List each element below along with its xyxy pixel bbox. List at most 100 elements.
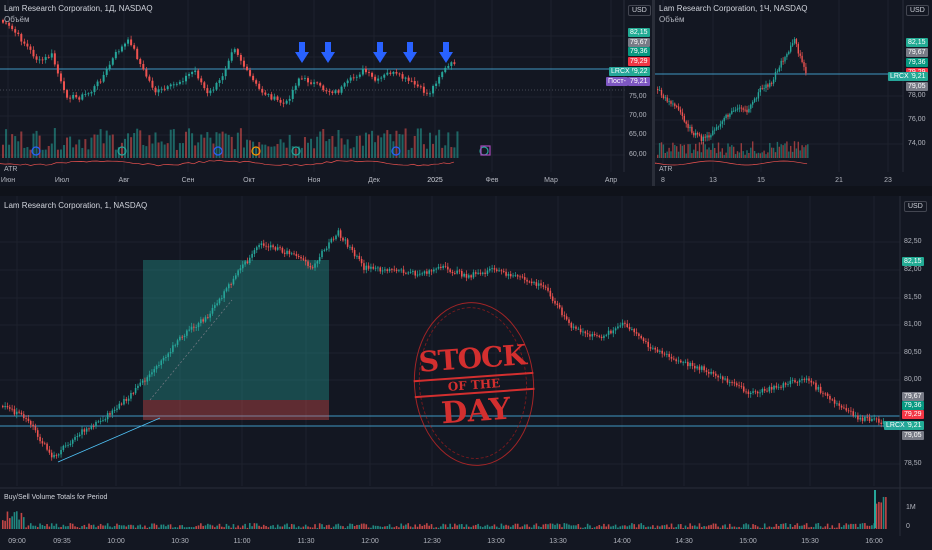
hourly-chart-pane[interactable]: Lam Research Corporation, 1Ч, NASDAQ Объ… <box>655 0 932 186</box>
daily-volume-bar <box>72 147 75 158</box>
hourly-chart-svg[interactable] <box>655 0 932 186</box>
hourly-volume-bar <box>757 152 760 158</box>
hourly-x-tick: 21 <box>835 177 843 184</box>
intraday-volume-bar <box>871 525 873 529</box>
intraday-volume-bar <box>654 527 656 529</box>
intraday-candle <box>584 331 587 334</box>
daily-volume-bar <box>206 132 209 158</box>
daily-candle <box>111 58 114 65</box>
hourly-candle <box>708 135 710 138</box>
daily-candle <box>108 64 111 69</box>
intraday-chart-pane[interactable]: Lam Research Corporation, 1, NASDAQ USD … <box>0 196 932 550</box>
daily-candle <box>133 45 136 49</box>
daily-volume-bar <box>255 146 258 158</box>
intraday-candle <box>470 275 472 278</box>
daily-volume-bar <box>197 142 200 158</box>
volume-indicator-title: Buy/Sell Volume Totals for Period <box>4 494 108 501</box>
intraday-candle <box>335 235 337 240</box>
intraday-candle <box>880 422 883 425</box>
intraday-volume-bar <box>356 524 358 529</box>
daily-volume-bar <box>404 128 407 158</box>
intraday-volume-bar <box>81 526 83 529</box>
intraday-volume-bar <box>808 527 810 529</box>
daily-volume-bar <box>447 132 450 158</box>
intraday-volume-bar <box>304 524 307 529</box>
daily-volume-bar <box>224 133 227 158</box>
intraday-candle <box>34 426 37 431</box>
intraday-candle <box>370 266 372 269</box>
intraday-candle <box>731 382 733 383</box>
daily-volume-bar <box>456 131 459 158</box>
intraday-candle <box>123 398 125 405</box>
intraday-volume-bar <box>335 524 337 529</box>
intraday-volume-bar <box>416 526 419 529</box>
hourly-candle <box>753 98 756 102</box>
intraday-candle <box>209 313 211 318</box>
intraday-volume-bar <box>766 527 768 529</box>
daily-volume-bar <box>166 143 169 158</box>
intraday-candle <box>344 239 347 241</box>
intraday-candle <box>479 272 482 274</box>
intraday-volume-bar <box>202 525 204 529</box>
daily-chart-pane[interactable]: Lam Research Corporation, 1Д, NASDAQ Объ… <box>0 0 652 186</box>
intraday-candle <box>586 333 589 335</box>
hourly-candle <box>763 88 765 89</box>
intraday-candle <box>871 418 873 421</box>
intraday-volume-bar <box>225 523 228 529</box>
intraday-candle <box>85 428 88 432</box>
hourly-volume-bar <box>769 143 771 158</box>
hourly-volume-bar <box>772 147 775 158</box>
intraday-candle <box>81 429 83 435</box>
intraday-volume-bar <box>584 527 587 529</box>
daily-candle <box>349 77 352 81</box>
daily-volume-bar <box>239 128 242 158</box>
intraday-chart-svg[interactable] <box>0 196 932 550</box>
intraday-candle <box>756 391 759 394</box>
daily-x-tick: Июл <box>54 177 70 184</box>
daily-volume-bar <box>133 133 136 158</box>
intraday-volume-bar <box>682 527 684 529</box>
intraday-volume-bar <box>642 525 645 529</box>
daily-candle <box>279 99 282 103</box>
intraday-currency-button[interactable]: USD <box>904 201 927 212</box>
intraday-volume-bar <box>435 527 437 529</box>
intraday-candle <box>854 415 857 417</box>
hourly-candle <box>799 53 801 56</box>
daily-candle <box>447 65 450 68</box>
daily-candle <box>239 54 242 61</box>
intraday-candle <box>328 242 330 249</box>
intraday-volume-bar <box>160 524 163 529</box>
intraday-volume-bar <box>605 526 608 529</box>
hourly-currency-button[interactable]: USD <box>906 5 929 16</box>
intraday-volume-bar <box>859 523 862 529</box>
daily-currency-button[interactable]: USD <box>628 5 651 16</box>
intraday-x-tick: 09:00 <box>8 538 26 545</box>
intraday-volume-bar <box>379 526 382 529</box>
intraday-candle <box>297 256 300 258</box>
intraday-volume-bar <box>519 527 521 529</box>
intraday-volume-bar <box>111 527 114 529</box>
daily-chart-svg[interactable] <box>0 0 652 186</box>
daily-volume-bar <box>288 134 291 158</box>
hourly-volume-bar <box>670 151 672 158</box>
horizontal-divider[interactable] <box>0 186 932 196</box>
intraday-volume-bar <box>363 523 365 529</box>
intraday-volume-bar <box>717 526 719 529</box>
intraday-volume-bar <box>57 527 60 529</box>
daily-candle <box>78 97 81 100</box>
intraday-candle <box>866 416 869 418</box>
intraday-volume-bar <box>102 525 104 529</box>
intraday-volume-bar <box>272 525 274 529</box>
event-marker-icon <box>31 146 41 156</box>
daily-volume-bar <box>422 144 425 158</box>
intraday-candle <box>444 265 447 267</box>
intraday-volume-bar <box>421 525 423 529</box>
hourly-candle <box>757 92 760 99</box>
intraday-candle <box>283 252 286 254</box>
vertical-divider[interactable] <box>652 0 655 196</box>
intraday-volume-bar <box>232 524 235 529</box>
intraday-candle <box>640 335 643 339</box>
hourly-candle <box>689 126 691 129</box>
hourly-volume-bar <box>691 153 693 158</box>
intraday-candle <box>29 421 32 425</box>
